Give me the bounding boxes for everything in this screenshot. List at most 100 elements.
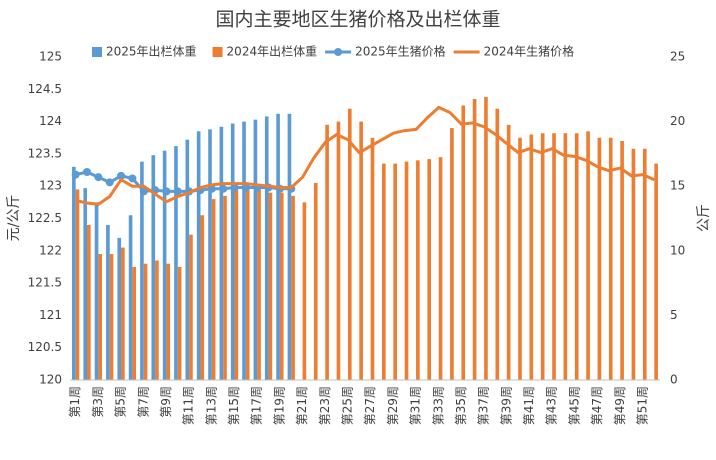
bar: [200, 215, 205, 380]
bar: [608, 137, 613, 380]
bar: [109, 254, 114, 380]
bar: [132, 266, 137, 380]
bar: [230, 123, 235, 381]
line-marker: [105, 178, 114, 187]
bar: [529, 134, 534, 380]
bar: [279, 192, 284, 380]
bar: [177, 266, 182, 380]
y2-tick-label: 15: [670, 179, 685, 193]
line-marker: [117, 171, 126, 180]
bar: [268, 192, 273, 380]
bar: [416, 160, 420, 380]
bar: [347, 108, 352, 381]
bar: [393, 163, 397, 380]
line-series: [75, 105, 655, 206]
x-tick-label: 第17周: [250, 386, 264, 425]
bar: [495, 108, 500, 381]
x-tick-label: 第1周: [68, 386, 82, 418]
bar: [208, 129, 212, 380]
bar: [117, 237, 122, 380]
y-tick-label: 124: [39, 114, 62, 128]
bar: [620, 140, 624, 380]
bar: [313, 182, 318, 380]
bar: [427, 159, 432, 380]
bar: [654, 163, 658, 380]
bar: [631, 148, 636, 380]
y-tick-label: 123.5: [28, 146, 62, 160]
bar: [166, 263, 171, 380]
bar: [155, 260, 159, 380]
bar: [563, 133, 568, 380]
bar: [140, 161, 144, 380]
bar: [518, 137, 522, 380]
x-tick-label: 第3周: [91, 386, 105, 418]
line-marker: [94, 173, 103, 182]
legend-label: 2025年生猪价格: [355, 44, 446, 59]
bar: [264, 116, 269, 380]
y-tick-label: 121: [39, 308, 62, 322]
y2-axis-label: 公斤: [696, 204, 712, 232]
bar: [552, 133, 556, 380]
line-marker: [241, 183, 250, 192]
legend-swatch: [334, 48, 343, 56]
x-tick-label: 第43周: [545, 386, 559, 425]
line-marker: [83, 167, 92, 176]
bar: [370, 137, 375, 380]
bar: [359, 121, 363, 380]
x-tick-label: 第19周: [272, 386, 286, 425]
y-tick-label: 122: [39, 243, 62, 257]
bar: [291, 195, 295, 380]
y-tick-label: 120: [39, 373, 62, 387]
x-tick-label: 第9周: [159, 386, 173, 418]
bar: [75, 189, 80, 380]
bar: [586, 131, 590, 380]
bar: [404, 161, 409, 380]
x-tick-label: 第35周: [454, 386, 468, 425]
legend-swatch: [212, 47, 223, 57]
bar: [185, 139, 190, 380]
y-tick-label: 123: [39, 179, 62, 193]
y-tick-label: 122.5: [28, 211, 62, 225]
legend-label: 2025年出栏体重: [106, 44, 197, 59]
bar: [174, 146, 178, 380]
bar: [245, 186, 250, 380]
y-tick-label: 121.5: [28, 276, 62, 290]
bar: [450, 128, 454, 380]
bar: [211, 199, 216, 380]
bar: [189, 234, 193, 380]
y2-tick-label: 25: [670, 50, 685, 64]
y-tick-label: 125: [39, 50, 62, 64]
x-tick-label: 第51周: [635, 386, 649, 425]
line-marker: [173, 187, 182, 196]
bar: [143, 263, 148, 380]
x-tick-label: 第37周: [477, 386, 491, 425]
line-marker: [219, 184, 228, 193]
bar: [574, 133, 579, 380]
bar: [276, 113, 280, 381]
x-tick-label: 第27周: [363, 386, 377, 425]
bar: [87, 224, 91, 380]
line-marker: [71, 170, 80, 179]
legend-swatch: [92, 47, 102, 57]
bar: [196, 131, 201, 380]
y-tick-label: 120.5: [28, 340, 62, 354]
y2-tick-label: 0: [670, 373, 678, 387]
x-tick-label: 第11周: [182, 386, 196, 425]
y2-tick-label: 5: [670, 308, 678, 322]
chart-title: 国内主要地区生猪价格及出栏体重: [215, 9, 500, 31]
bar: [540, 133, 545, 380]
x-tick-label: 第41周: [522, 386, 536, 425]
bar: [325, 124, 329, 380]
line-marker: [128, 174, 137, 183]
x-tick-label: 第39周: [499, 386, 513, 425]
bar: [472, 98, 477, 381]
x-tick-label: 第31周: [409, 386, 423, 425]
bar: [72, 166, 76, 380]
bar: [83, 188, 88, 380]
x-tick-label: 第23周: [318, 386, 332, 425]
bar: [597, 137, 602, 380]
bar: [382, 163, 386, 380]
x-tick-label: 第5周: [114, 386, 128, 418]
bar: [242, 121, 246, 380]
